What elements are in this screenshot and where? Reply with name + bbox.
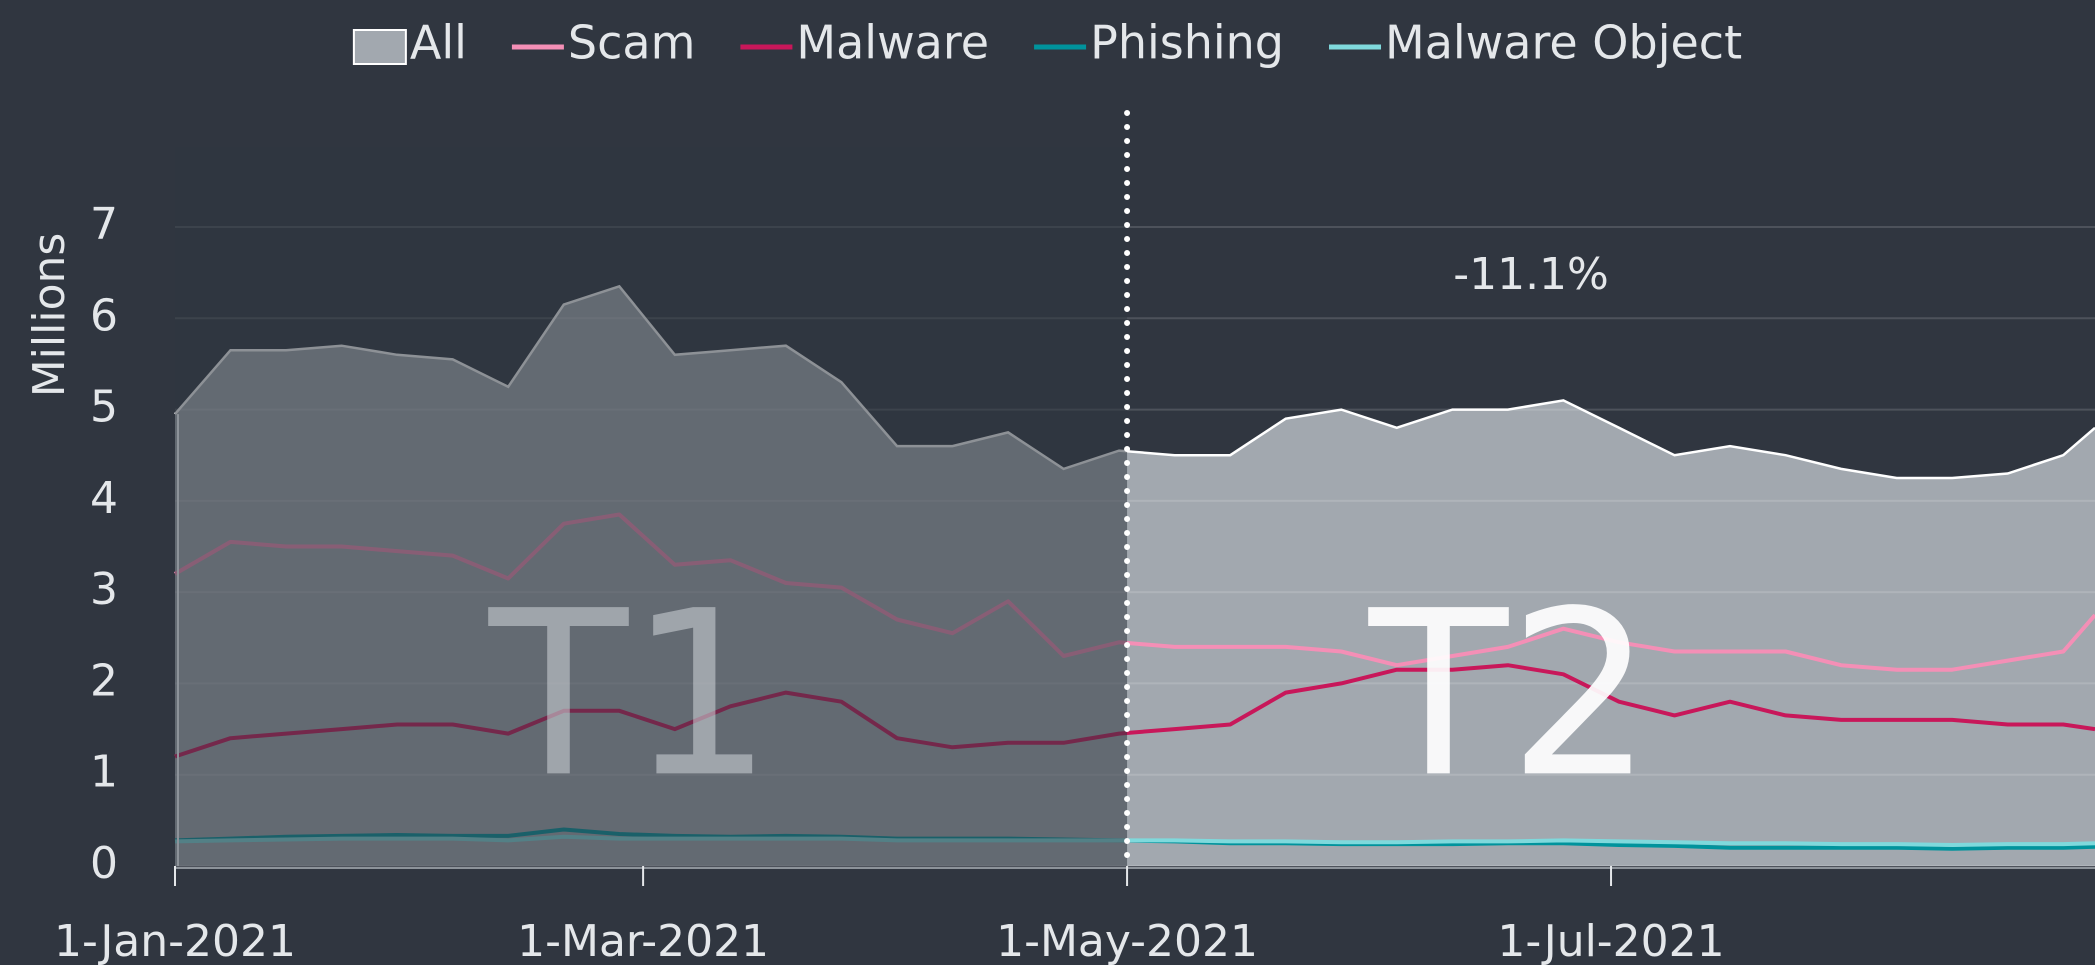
legend-label: Malware <box>796 16 989 70</box>
period-change: -11.1% <box>1453 249 1609 300</box>
y-tick-label: 3 <box>90 564 118 615</box>
period-label: T2 <box>1368 561 1653 827</box>
x-tick-label: 1-Jan-2021 <box>54 916 296 965</box>
y-tick-label: 6 <box>90 290 118 341</box>
x-tick-label: 1-Jul-2021 <box>1497 916 1724 965</box>
period-label: T1 <box>488 561 773 827</box>
x-tick-label: 1-Mar-2021 <box>517 916 769 965</box>
legend-label: Malware Object <box>1385 16 1742 70</box>
legend-label: Phishing <box>1090 16 1284 70</box>
x-tick-label: 1-May-2021 <box>996 916 1258 965</box>
y-tick-label: 0 <box>90 838 118 889</box>
y-tick-label: 5 <box>90 382 118 433</box>
legend: All Scam Malware Phishing Malware Object <box>352 16 1742 70</box>
y-tick-label: 4 <box>90 473 118 524</box>
legend-label: Scam <box>568 16 696 70</box>
y-tick-label: 1 <box>90 747 118 798</box>
y-tick-label: 2 <box>90 655 118 706</box>
legend-swatch <box>352 29 407 65</box>
y-axis-label: Millions <box>24 233 75 398</box>
period-shade <box>175 147 1128 866</box>
y-tick-label: 7 <box>90 199 118 250</box>
legend-label: All <box>410 16 467 70</box>
